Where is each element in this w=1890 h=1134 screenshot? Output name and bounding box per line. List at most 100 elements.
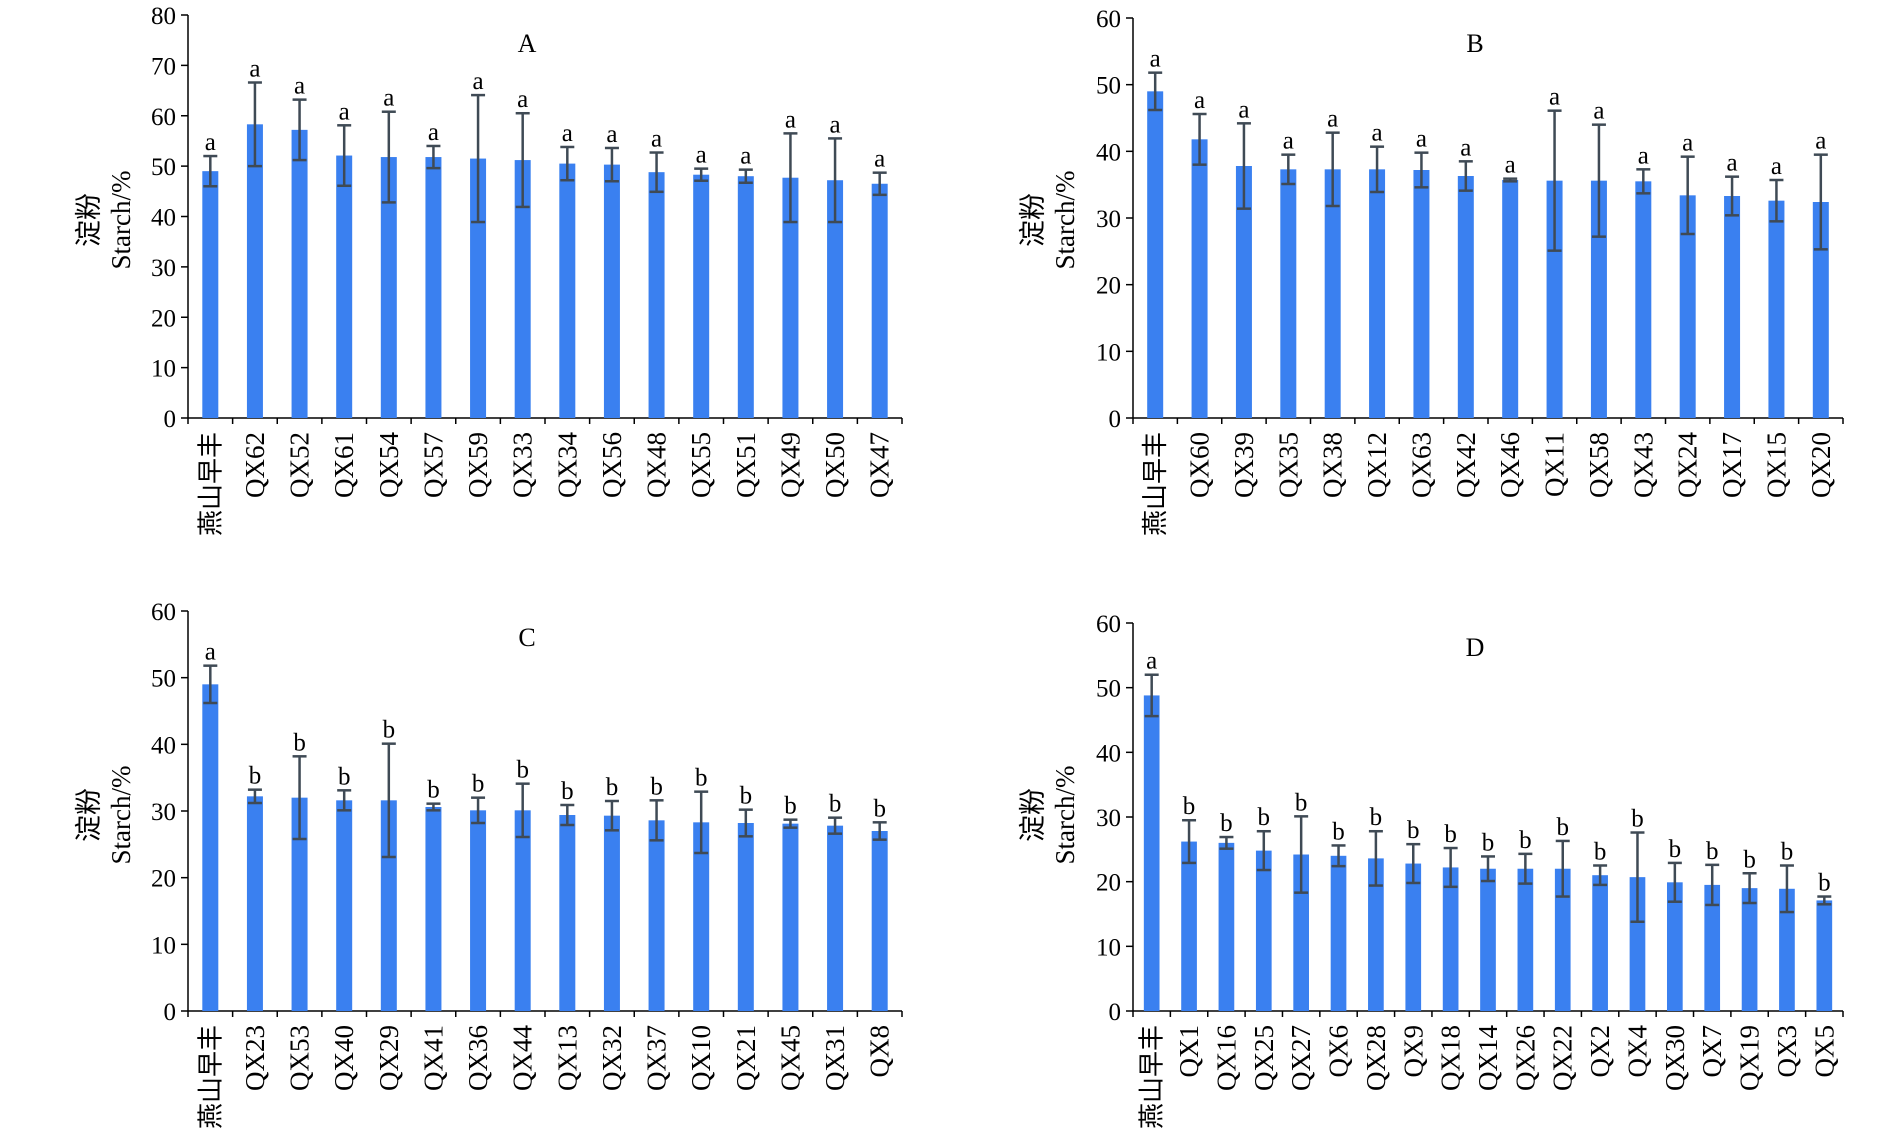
x-tick-label: QX63 <box>1406 432 1436 498</box>
bar <box>648 820 665 1011</box>
significance-letter: b <box>1669 836 1682 863</box>
bar <box>1235 166 1252 418</box>
x-tick-label: QX31 <box>820 1025 850 1091</box>
bar <box>559 815 576 1011</box>
significance-letter: a <box>1638 142 1649 169</box>
x-tick-label: QX34 <box>552 432 582 498</box>
y-axis-label-en: Starch/% <box>1050 766 1080 865</box>
x-tick-label: QX26 <box>1510 1025 1540 1091</box>
significance-letter: b <box>1519 827 1532 854</box>
bar <box>470 158 487 418</box>
x-tick-label: QX5 <box>1809 1025 1839 1078</box>
significance-letter: a <box>1194 87 1205 114</box>
significance-letter: a <box>606 121 617 148</box>
x-tick-label: QX4 <box>1622 1025 1652 1078</box>
x-tick-label: QX20 <box>1806 432 1836 498</box>
significance-letter: a <box>740 143 751 170</box>
y-axis-label-cn: 淀粉 <box>1018 193 1049 247</box>
bar <box>693 174 710 418</box>
bar <box>1147 91 1164 418</box>
significance-letter: b <box>338 763 351 790</box>
significance-letter: a <box>651 126 662 153</box>
significance-letter: a <box>1727 150 1738 177</box>
significance-letter: b <box>1556 814 1569 841</box>
significance-letter: b <box>1332 818 1345 845</box>
bar <box>470 810 487 1011</box>
bar <box>1191 139 1208 419</box>
y-tick-label: 20 <box>151 305 176 332</box>
x-tick-label: QX33 <box>508 432 538 498</box>
significance-letter: b <box>383 717 396 744</box>
significance-letter: a <box>696 142 707 169</box>
significance-letter: a <box>294 73 305 100</box>
significance-letter: b <box>1444 821 1457 848</box>
significance-letter: b <box>1295 789 1308 816</box>
y-axis-label: 淀粉Starch/% <box>74 766 136 865</box>
x-tick-label: QX30 <box>1660 1025 1690 1091</box>
x-tick-label: QX36 <box>463 1025 493 1091</box>
y-tick-label: 70 <box>151 53 176 80</box>
x-tick-label: QX13 <box>552 1025 582 1091</box>
y-tick-label: 40 <box>1096 139 1121 166</box>
significance-letter: b <box>1594 839 1607 866</box>
bar <box>246 796 263 1011</box>
chart-title: D <box>1466 633 1485 662</box>
x-tick-label: QX27 <box>1286 1025 1316 1091</box>
y-tick-label: 10 <box>1096 339 1121 366</box>
x-tick-label: QX38 <box>1318 432 1348 498</box>
x-tick-label: QX12 <box>1362 432 1392 498</box>
x-tick-label: QX44 <box>508 1025 538 1091</box>
bar <box>1704 884 1721 1011</box>
y-tick-label: 30 <box>151 255 176 282</box>
x-tick-label: 燕山早丰 <box>196 1025 225 1129</box>
x-tick-label: QX7 <box>1697 1025 1727 1078</box>
bar <box>425 807 442 1011</box>
significance-letter: b <box>650 773 663 800</box>
significance-letter: a <box>1460 134 1471 161</box>
significance-letter: b <box>1781 839 1794 866</box>
significance-letter: b <box>1818 870 1831 897</box>
y-tick-label: 0 <box>1109 406 1122 433</box>
bar <box>603 164 620 418</box>
chart-title: C <box>518 623 535 652</box>
bar <box>1330 855 1347 1011</box>
bar <box>648 172 665 418</box>
bar <box>1413 170 1430 418</box>
bar <box>1324 169 1341 418</box>
y-tick-label: 30 <box>1096 206 1121 233</box>
bar <box>514 810 531 1011</box>
bar <box>246 124 263 418</box>
significance-letter: a <box>339 98 350 125</box>
bar <box>737 823 754 1011</box>
y-axis-label: 淀粉Starch/% <box>1018 766 1080 865</box>
y-tick-label: 0 <box>164 406 177 433</box>
x-tick-label: QX46 <box>1495 432 1525 498</box>
x-tick-label: QX56 <box>597 432 627 498</box>
x-tick-label: QX10 <box>686 1025 716 1091</box>
x-tick-label: QX59 <box>463 432 493 498</box>
significance-letter: b <box>1370 804 1383 831</box>
significance-letter: a <box>205 129 216 156</box>
y-axis-label-cn: 淀粉 <box>1018 788 1049 842</box>
significance-letter: a <box>1771 153 1782 180</box>
bar <box>827 825 844 1011</box>
bar <box>1368 858 1384 1011</box>
significance-letter: a <box>1283 128 1294 155</box>
significance-letter: b <box>873 795 886 822</box>
significance-letter: a <box>473 68 484 95</box>
y-tick-label: 30 <box>1096 805 1121 832</box>
y-tick-label: 10 <box>151 356 176 383</box>
significance-letter: b <box>1183 793 1196 820</box>
bar <box>1779 888 1795 1011</box>
x-tick-label: QX39 <box>1229 432 1259 498</box>
significance-letter: b <box>1706 838 1719 865</box>
significance-letter: b <box>695 765 708 792</box>
y-axis-label-en: Starch/% <box>106 766 136 865</box>
bar <box>1280 169 1297 418</box>
x-tick-label: QX51 <box>731 432 761 498</box>
x-tick-label: QX41 <box>418 1025 448 1091</box>
significance-letter: b <box>472 771 485 798</box>
significance-letter: a <box>785 106 796 133</box>
significance-letter: a <box>517 86 528 113</box>
